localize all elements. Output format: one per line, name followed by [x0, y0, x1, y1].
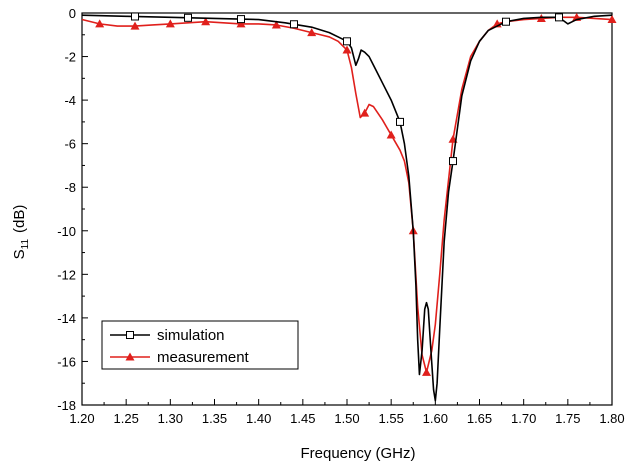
- x-tick-label: 1.40: [246, 411, 271, 426]
- y-tick-label: -18: [57, 398, 76, 413]
- simulation-marker: [131, 12, 139, 21]
- legend-label: measurement: [157, 349, 250, 366]
- x-tick-label: 1.55: [379, 411, 404, 426]
- simulation-marker: [449, 157, 457, 166]
- legend-swatch-marker: [126, 331, 134, 339]
- legend-item-simulation: simulation: [110, 327, 225, 344]
- y-tick-label: -10: [57, 224, 76, 239]
- x-tick-label: 1.70: [511, 411, 536, 426]
- y-tick-label: -4: [64, 93, 76, 108]
- measurement-marker: [422, 367, 431, 376]
- measurement-marker: [201, 17, 211, 26]
- measurement-marker: [386, 130, 396, 139]
- y-tick-label: -16: [57, 354, 76, 369]
- measurement-marker: [342, 45, 352, 54]
- y-axis-title-main: S: [11, 249, 28, 259]
- legend-item-measurement: measurement: [110, 349, 250, 366]
- x-tick-label: 1.20: [69, 411, 94, 426]
- simulation-marker: [555, 13, 563, 22]
- y-axis-title-unit: (dB): [11, 205, 28, 233]
- svg-text:S11(dB): S11 (dB): [11, 205, 31, 260]
- measurement-marker: [165, 19, 175, 28]
- legend-box: [101, 320, 299, 370]
- measurement-marker: [236, 19, 246, 28]
- axis-tick-labels: 1.20 1.25 1.30 1.35 1.40 1.45 1.50 1.55 1.60 1.65…: [57, 6, 624, 426]
- y-tick-label: -6: [64, 137, 76, 152]
- measurement-marker: [607, 15, 617, 24]
- x-tick-label: 1.75: [555, 411, 580, 426]
- series-simulation: [81, 12, 613, 402]
- y-axis-title-sub: 11: [20, 239, 31, 250]
- simulation-marker: [237, 15, 245, 24]
- x-tick-label: 1.30: [158, 411, 183, 426]
- measurement-line: [81, 16, 613, 374]
- simulation-line: [81, 14, 613, 402]
- measurement-marker: [95, 19, 105, 28]
- x-axis-title: Frequency (GHz): [300, 445, 415, 462]
- legend-label: simulation: [157, 327, 225, 344]
- x-tick-label: 1.50: [334, 411, 359, 426]
- simulation-marker: [343, 37, 351, 46]
- simulation-marker: [290, 20, 298, 29]
- measurement-marker: [360, 108, 370, 117]
- y-tick-label: -14: [57, 311, 76, 326]
- x-tick-label: 1.35: [202, 411, 227, 426]
- simulation-marker: [502, 17, 510, 26]
- measurement-marker: [130, 21, 140, 30]
- simulation-marker: [184, 13, 192, 22]
- y-tick-label: -12: [57, 267, 76, 282]
- x-tick-label: 1.25: [114, 411, 139, 426]
- axis-ticks: [81, 12, 613, 406]
- x-tick-label: 1.80: [599, 411, 624, 426]
- x-tick-label: 1.60: [423, 411, 448, 426]
- x-tick-label: 1.45: [290, 411, 315, 426]
- measurement-marker: [271, 20, 281, 29]
- y-tick-label: -8: [64, 180, 76, 195]
- series-lines: [81, 12, 617, 402]
- measurement-marker: [307, 28, 317, 37]
- y-axis-title: S11 (dB): [11, 205, 31, 260]
- legend: simulation measurement: [101, 320, 299, 370]
- simulation-marker: [396, 117, 404, 126]
- legend-swatch-marker: [125, 352, 135, 361]
- y-tick-label: 0: [69, 6, 76, 21]
- x-tick-label: 1.65: [467, 411, 492, 426]
- y-tick-label: -2: [64, 50, 76, 65]
